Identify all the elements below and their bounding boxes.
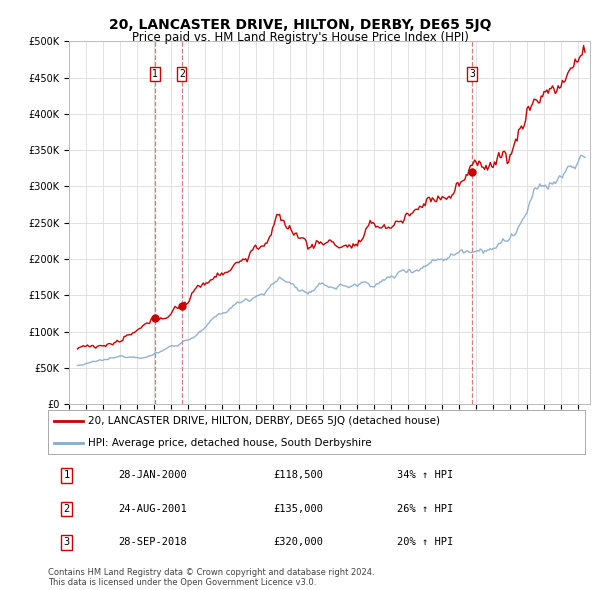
Text: 26% ↑ HPI: 26% ↑ HPI: [397, 504, 454, 514]
Text: £118,500: £118,500: [274, 470, 323, 480]
Text: Price paid vs. HM Land Registry's House Price Index (HPI): Price paid vs. HM Land Registry's House …: [131, 31, 469, 44]
Text: 20, LANCASTER DRIVE, HILTON, DERBY, DE65 5JQ: 20, LANCASTER DRIVE, HILTON, DERBY, DE65…: [109, 18, 491, 32]
Text: Contains HM Land Registry data © Crown copyright and database right 2024.
This d: Contains HM Land Registry data © Crown c…: [48, 568, 374, 587]
Text: 20, LANCASTER DRIVE, HILTON, DERBY, DE65 5JQ (detached house): 20, LANCASTER DRIVE, HILTON, DERBY, DE65…: [88, 416, 440, 426]
Text: 1: 1: [64, 470, 70, 480]
Text: 2: 2: [64, 504, 70, 514]
Text: 2: 2: [179, 69, 185, 79]
Text: 20% ↑ HPI: 20% ↑ HPI: [397, 537, 454, 548]
Text: HPI: Average price, detached house, South Derbyshire: HPI: Average price, detached house, Sout…: [88, 438, 372, 448]
Text: £135,000: £135,000: [274, 504, 323, 514]
Text: 28-SEP-2018: 28-SEP-2018: [118, 537, 187, 548]
Text: 28-JAN-2000: 28-JAN-2000: [118, 470, 187, 480]
Text: 1: 1: [152, 69, 158, 79]
Text: £320,000: £320,000: [274, 537, 323, 548]
Text: 24-AUG-2001: 24-AUG-2001: [118, 504, 187, 514]
Text: 34% ↑ HPI: 34% ↑ HPI: [397, 470, 454, 480]
Text: 3: 3: [64, 537, 70, 548]
Text: 3: 3: [469, 69, 475, 79]
